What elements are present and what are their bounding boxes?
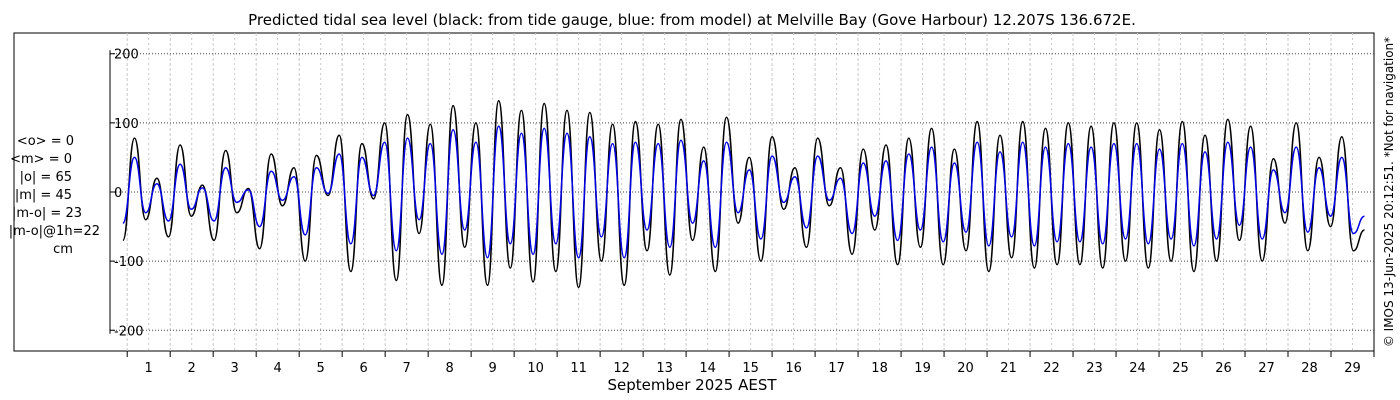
x-tick-label: 20 [957, 361, 974, 376]
x-tick-label: 26 [1215, 361, 1232, 376]
stat-abs-diff: |m-o| = 23 [12, 206, 82, 221]
stat-abs-obs: |o| = 65 [20, 170, 72, 185]
stat-mean-model: <m> = 0 [10, 152, 72, 167]
x-tick-label: 11 [570, 361, 587, 376]
stats-box: <o> = 0 <m> = 0 |o| = 65 |m| = 45 |m-o| … [9, 134, 100, 257]
x-tick-label: 15 [742, 361, 759, 376]
x-tick-label: 22 [1043, 361, 1060, 376]
x-tick-label: 7 [403, 361, 411, 376]
x-tick-label: 2 [188, 361, 196, 376]
grid-lines [110, 33, 1374, 351]
x-tick-label: 16 [785, 361, 802, 376]
x-tick-label: 1 [145, 361, 153, 376]
series-line-model [122, 125, 1365, 259]
x-tick-label: 28 [1301, 361, 1318, 376]
stat-mean-obs: <o> = 0 [17, 134, 74, 149]
x-tick-label: 21 [1000, 361, 1017, 376]
x-tick-label: 27 [1258, 361, 1275, 376]
x-tick-label: 12 [613, 361, 630, 376]
x-tick-label: 5 [317, 361, 325, 376]
y-tick-label: 200 [114, 48, 139, 63]
y-tick-label: 0 [114, 186, 122, 201]
x-tick-label: 9 [488, 361, 496, 376]
stat-abs-model: |m| = 45 [15, 188, 72, 203]
x-tick-label: 14 [699, 361, 716, 376]
x-tick-label: 6 [360, 361, 368, 376]
chart-title: Predicted tidal sea level (black: from t… [248, 11, 1136, 29]
x-tick-label: 18 [871, 361, 888, 376]
x-axis-label: September 2025 AEST [607, 376, 777, 394]
x-axis: 1 2 3 4 5 6 7 8 9 10 11 12 13 14 15 16 17 18 19 20 21 22 23 24 2… [126, 351, 1375, 376]
y-axis: 200 100 0 -100 -200 [109, 48, 144, 339]
x-tick-label: 10 [527, 361, 544, 376]
credit-text: © IMOS 13-Jun-2025 20:12:51. *Not for na… [1382, 37, 1396, 347]
y-tick-label: -100 [114, 255, 144, 270]
x-tick-label: 3 [231, 361, 239, 376]
y-tick-label: -200 [114, 324, 144, 339]
x-tick-label: 13 [656, 361, 673, 376]
series-group [122, 99, 1365, 289]
x-tick-label: 4 [274, 361, 282, 376]
x-tick-label: 29 [1344, 361, 1361, 376]
stat-units: cm [53, 242, 73, 257]
x-tick-label: 17 [828, 361, 845, 376]
x-tick-label: 8 [446, 361, 454, 376]
x-tick-label: 19 [914, 361, 931, 376]
y-tick-label: 100 [114, 117, 139, 132]
x-tick-label: 23 [1086, 361, 1103, 376]
stat-abs-diff-1h: |m-o|@1h=22 [9, 224, 100, 239]
x-tick-label: 24 [1129, 361, 1146, 376]
x-tick-label: 25 [1172, 361, 1189, 376]
